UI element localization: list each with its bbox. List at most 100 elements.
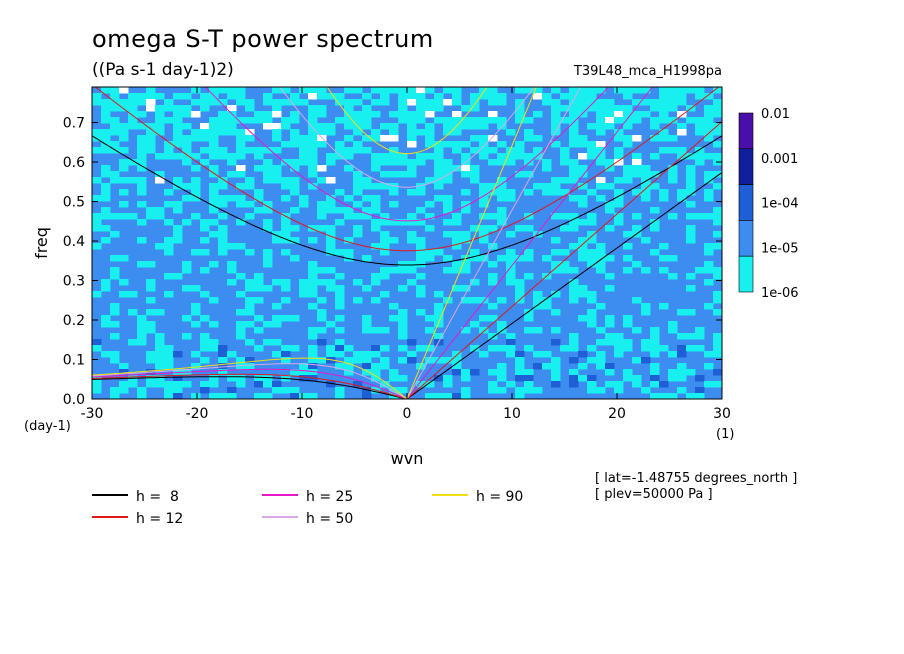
field-cell xyxy=(443,255,453,262)
field-cell xyxy=(236,309,246,316)
field-cell xyxy=(389,219,399,226)
field-cell xyxy=(272,111,282,118)
field-cell xyxy=(596,105,606,112)
field-cell xyxy=(290,237,300,244)
field-cell xyxy=(497,123,507,130)
field-cell xyxy=(92,195,102,202)
field-cell xyxy=(254,153,264,160)
field-cell xyxy=(371,375,381,382)
field-cell xyxy=(101,87,111,94)
field-cell xyxy=(497,189,507,196)
field-cell xyxy=(218,345,228,352)
field-cell xyxy=(380,93,390,100)
field-cell xyxy=(290,393,300,400)
field-cell xyxy=(272,99,282,106)
field-cell xyxy=(452,93,462,100)
field-cell xyxy=(380,213,390,220)
field-cell xyxy=(443,117,453,124)
field-cell xyxy=(470,249,480,256)
field-cell xyxy=(506,189,516,196)
field-cell xyxy=(416,381,426,388)
field-cell xyxy=(335,291,345,298)
field-cell xyxy=(569,285,579,292)
x-tick-label: 30 xyxy=(713,406,731,422)
field-cell xyxy=(281,357,291,364)
field-cell xyxy=(155,309,165,316)
colorbar-swatch xyxy=(738,112,754,150)
field-cell xyxy=(587,219,597,226)
field-cell xyxy=(335,351,345,358)
field-cell xyxy=(407,93,417,100)
field-cell xyxy=(326,177,336,184)
field-cell xyxy=(335,285,345,292)
field-cell xyxy=(146,99,156,106)
colorbar-label: 1e-05 xyxy=(761,241,799,256)
field-cell xyxy=(200,315,210,322)
field-cell xyxy=(182,153,192,160)
field-cell xyxy=(623,369,633,376)
field-cell xyxy=(443,381,453,388)
field-cell xyxy=(416,237,426,244)
field-cell xyxy=(416,207,426,214)
field-cell xyxy=(677,333,687,340)
field-cell xyxy=(461,237,471,244)
field-cell xyxy=(713,351,723,358)
curve-set-h90 xyxy=(92,87,537,399)
field-cell xyxy=(146,297,156,304)
field-cell xyxy=(695,117,705,124)
field-cell xyxy=(353,189,363,196)
field-cell xyxy=(407,237,417,244)
field-cell xyxy=(281,249,291,256)
field-cell xyxy=(299,285,309,292)
field-cell xyxy=(371,87,381,94)
field-cell xyxy=(101,135,111,142)
field-cell xyxy=(533,111,543,118)
field-cell xyxy=(128,123,138,130)
field-cell xyxy=(605,285,615,292)
field-cell xyxy=(704,93,714,100)
field-cell xyxy=(263,219,273,226)
field-cell xyxy=(380,183,390,190)
field-cell xyxy=(299,393,309,400)
field-cell xyxy=(434,93,444,100)
field-cell xyxy=(182,219,192,226)
colorbar-swatch xyxy=(738,255,754,293)
field-cell xyxy=(695,387,705,394)
field-cell xyxy=(686,213,696,220)
field-cell xyxy=(686,87,696,94)
field-cell xyxy=(569,165,579,172)
field-cell xyxy=(119,381,129,388)
field-cell xyxy=(308,291,318,298)
field-cell xyxy=(317,105,327,112)
field-cell xyxy=(308,141,318,148)
field-cell xyxy=(479,87,489,94)
field-cell xyxy=(281,123,291,130)
field-cell xyxy=(137,165,147,172)
field-cell xyxy=(452,363,462,370)
field-cell xyxy=(443,219,453,226)
field-cell xyxy=(587,189,597,196)
field-cell xyxy=(461,369,471,376)
field-cell xyxy=(191,303,201,310)
field-cell xyxy=(578,291,588,298)
field-cell xyxy=(344,357,354,364)
field-cell xyxy=(416,255,426,262)
field-cell xyxy=(596,177,606,184)
field-cell xyxy=(155,213,165,220)
field-cell xyxy=(110,309,120,316)
field-cell xyxy=(713,153,723,160)
field-cell xyxy=(560,153,570,160)
field-cell xyxy=(353,231,363,238)
field-cell xyxy=(677,345,687,352)
field-cell xyxy=(443,201,453,208)
field-cell xyxy=(173,387,183,394)
field-cell xyxy=(164,201,174,208)
field-cell xyxy=(695,159,705,166)
field-cell xyxy=(596,363,606,370)
field-cell xyxy=(443,129,453,136)
field-cell xyxy=(452,129,462,136)
field-cell xyxy=(236,357,246,364)
field-cell xyxy=(353,147,363,154)
field-cell xyxy=(515,285,525,292)
field-cell xyxy=(416,243,426,250)
